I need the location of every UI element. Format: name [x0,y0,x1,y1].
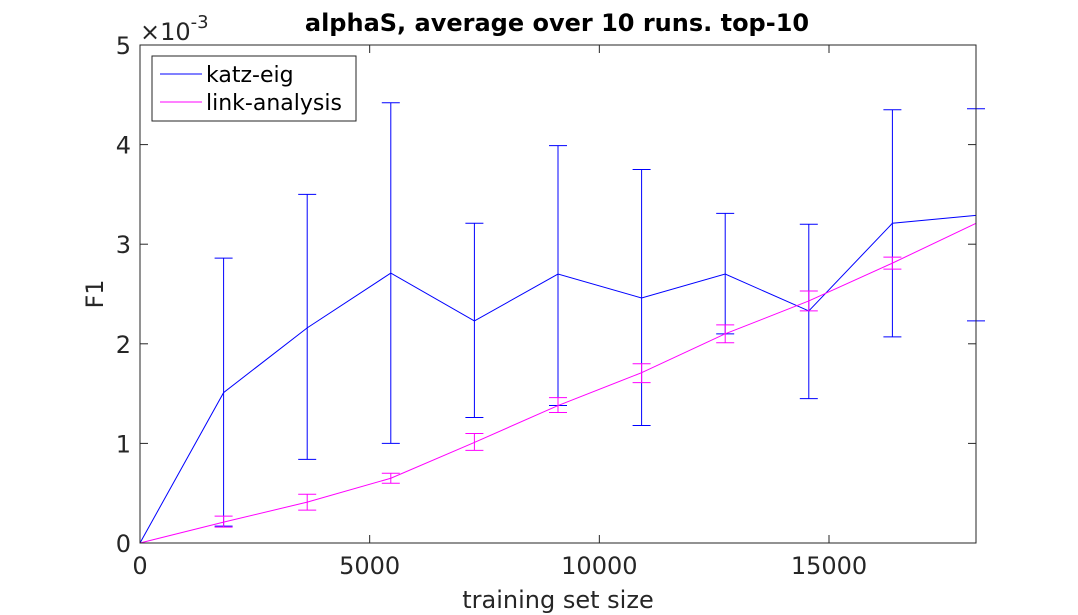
legend-label-katz-eig: katz-eig [206,63,294,88]
series-link-analysis [139,222,977,544]
y-tick-label: 2 [116,331,131,359]
y-tick-label: 1 [116,430,131,458]
y-tick-label: 3 [116,231,131,259]
series-line-katz-eig [139,214,977,544]
y-multiplier-exponent: -3 [191,12,209,33]
ticks-layer [139,44,976,544]
y-tick-label: 5 [116,32,131,60]
x-axis-label: training set size [462,586,653,614]
y-multiplier-label: ×10-3 [140,12,209,46]
y-multiplier-base: ×10 [140,18,191,46]
legend: katz-eig link-analysis [151,55,357,122]
series-line-link-analysis [139,222,977,544]
error-bar [298,193,317,460]
x-tick-label: 5000 [339,552,400,580]
y-tick-label: 4 [116,132,131,160]
x-tick-label: 15000 [791,552,867,580]
legend-label-link-analysis: link-analysis [206,91,342,116]
tick-label-layer: 0 5000 10000 15000 0 1 2 3 4 5 [116,32,867,580]
chart-title: alphaS, average over 10 runs. top-10 [305,9,809,37]
x-tick-label: 10000 [561,552,637,580]
series-katz-eig [139,102,985,544]
x-tick-label: 0 [132,552,147,580]
series-layer [139,102,985,544]
legend-box [151,55,357,122]
y-axis-label: F1 [81,279,109,308]
y-tick-label: 0 [116,530,131,558]
plot-frame [139,44,977,544]
